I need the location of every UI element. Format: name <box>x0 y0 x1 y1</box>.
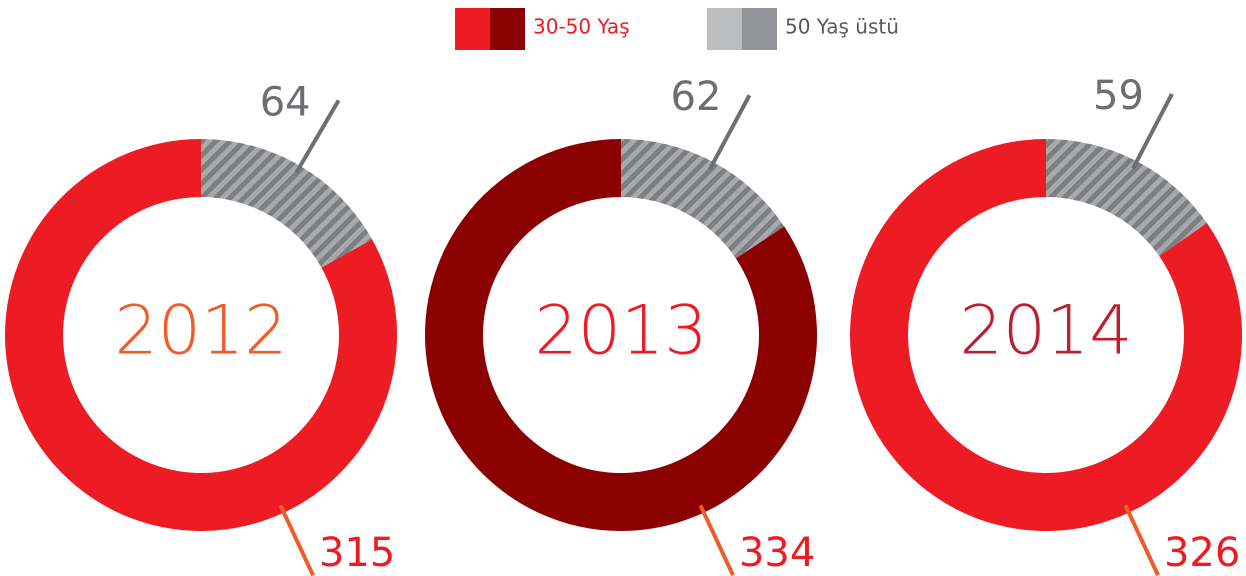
leader-line <box>1131 92 1174 170</box>
donut-segment <box>4 139 397 531</box>
value-label: 62 <box>671 74 722 120</box>
leader-line <box>698 504 735 576</box>
donut-segment <box>1046 139 1207 257</box>
legend-swatch <box>490 8 525 50</box>
center-label: 2012 <box>114 292 287 371</box>
donut-segment <box>201 139 373 268</box>
legend-swatch <box>455 8 490 50</box>
legend-swatch <box>742 8 777 50</box>
center-label: 2013 <box>534 292 707 371</box>
donut-segment <box>621 139 785 259</box>
value-label: 64 <box>260 79 311 125</box>
value-label: 334 <box>739 530 815 576</box>
donut-segment <box>850 139 1242 531</box>
leader-line <box>278 504 315 576</box>
center-label: 2014 <box>959 292 1132 371</box>
donut-segment <box>425 139 818 531</box>
leader-line <box>1123 504 1160 576</box>
leader-line <box>708 94 752 171</box>
legend-swatch <box>707 8 742 50</box>
value-label: 59 <box>1093 73 1144 119</box>
leader-line <box>294 99 341 174</box>
value-label: 315 <box>319 530 395 576</box>
value-label: 326 <box>1164 530 1240 576</box>
legend-label: 50 Yaş üstü <box>785 15 899 39</box>
legend-label: 30-50 Yaş <box>533 15 630 39</box>
